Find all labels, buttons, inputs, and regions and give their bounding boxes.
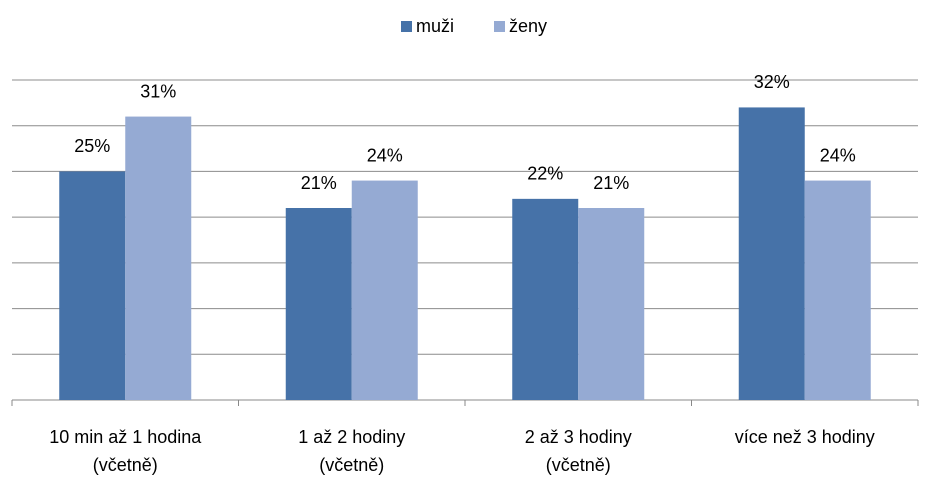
bar bbox=[351, 180, 418, 400]
data-label: 31% bbox=[140, 81, 176, 101]
x-tick-label-line: (včetně) bbox=[546, 455, 611, 475]
data-label: 21% bbox=[593, 173, 629, 193]
bar bbox=[512, 198, 579, 400]
x-tick-label-line: (včetně) bbox=[319, 455, 384, 475]
bar bbox=[804, 180, 871, 400]
bar bbox=[285, 208, 352, 400]
bar bbox=[578, 208, 645, 400]
x-tick-label: 2 až 3 hodiny (včetně) bbox=[525, 427, 632, 475]
bar bbox=[738, 107, 805, 400]
legend-label: ženy bbox=[509, 16, 547, 36]
legend-swatch bbox=[401, 21, 412, 32]
x-tick-label-line: 2 až 3 hodiny bbox=[525, 427, 632, 447]
bar bbox=[125, 116, 192, 401]
data-label: 21% bbox=[301, 173, 337, 193]
x-tick-label-line: více než 3 hodiny bbox=[735, 427, 875, 447]
x-tick-label-line: 10 min až 1 hodina bbox=[49, 427, 202, 447]
x-tick-label: více než 3 hodiny bbox=[735, 427, 875, 447]
x-tick-label: 10 min až 1 hodina (včetně) bbox=[49, 427, 202, 475]
data-label: 24% bbox=[367, 145, 403, 165]
x-tick-label: 1 až 2 hodiny (včetně) bbox=[298, 427, 405, 475]
x-tick-label-line: 1 až 2 hodiny bbox=[298, 427, 405, 447]
data-label: 25% bbox=[74, 136, 110, 156]
data-label: 24% bbox=[820, 145, 856, 165]
bar bbox=[59, 171, 126, 400]
legend-swatch bbox=[494, 21, 505, 32]
data-label: 32% bbox=[754, 72, 790, 92]
x-tick-label-line: (včetně) bbox=[93, 455, 158, 475]
data-label: 22% bbox=[527, 164, 563, 184]
legend-label: muži bbox=[416, 16, 454, 36]
